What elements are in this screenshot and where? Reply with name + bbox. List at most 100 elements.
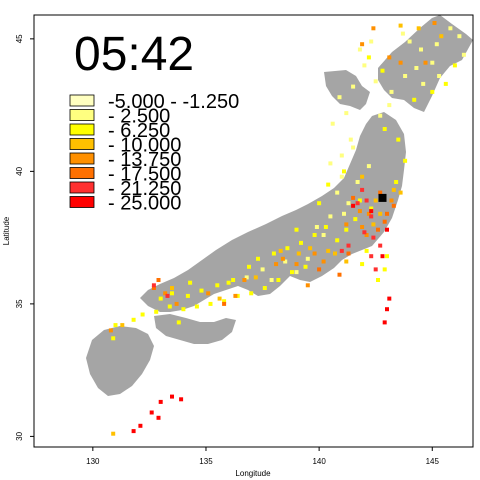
- y-axis-label: Latitude: [2, 216, 11, 245]
- intensity-point: [387, 103, 392, 108]
- legend-label: - 21.250: [108, 178, 181, 200]
- legend: -5.000 - -1.250- 2.500- 6.250- 10.000- 1…: [69, 91, 239, 215]
- intensity-point: [280, 256, 285, 261]
- legend-swatch: [69, 152, 95, 165]
- y-tick-label: 30: [15, 431, 24, 440]
- intensity-point: [421, 81, 426, 86]
- intensity-point: [256, 256, 260, 261]
- intensity-point: [423, 60, 428, 65]
- intensity-point: [231, 278, 236, 282]
- land-region: [154, 314, 236, 344]
- intensity-point: [378, 113, 383, 118]
- intensity-point: [369, 254, 374, 259]
- intensity-point: [328, 161, 333, 166]
- intensity-point: [351, 145, 356, 150]
- intensity-point: [222, 299, 227, 304]
- intensity-point: [194, 304, 199, 309]
- intensity-point: [369, 206, 374, 211]
- intensity-point: [244, 275, 249, 280]
- intensity-point: [222, 301, 227, 306]
- intensity-point: [434, 42, 439, 47]
- intensity-point: [353, 217, 358, 222]
- land-region: [86, 326, 154, 396]
- intensity-point: [398, 23, 403, 28]
- legend-label: - 25.000: [108, 193, 181, 215]
- intensity-point: [283, 259, 288, 264]
- intensity-point: [296, 251, 301, 256]
- intensity-point: [360, 187, 365, 192]
- intensity-point: [380, 254, 385, 259]
- intensity-point: [369, 39, 374, 44]
- intensity-point: [317, 201, 322, 206]
- intensity-point: [174, 301, 179, 306]
- intensity-point: [403, 74, 408, 78]
- intensity-point: [357, 209, 362, 214]
- intensity-point: [226, 280, 231, 285]
- y-tick-label: 45: [15, 34, 24, 43]
- intensity-point: [376, 227, 380, 232]
- intensity-point: [457, 34, 462, 39]
- intensity-point: [253, 275, 258, 280]
- land-region: [140, 112, 406, 312]
- intensity-point: [430, 60, 435, 65]
- intensity-point: [131, 429, 136, 434]
- legend-swatch: [69, 94, 95, 107]
- intensity-point: [285, 246, 290, 251]
- intensity-point: [165, 293, 170, 298]
- intensity-point: [385, 254, 389, 259]
- legend-swatch: [69, 109, 95, 121]
- intensity-point: [364, 233, 369, 237]
- intensity-point: [360, 262, 365, 267]
- intensity-point: [335, 238, 340, 243]
- epicenter-marker: [378, 193, 387, 202]
- intensity-point: [344, 227, 349, 232]
- intensity-point: [156, 415, 161, 420]
- intensity-point: [346, 201, 351, 206]
- intensity-point: [294, 227, 299, 232]
- intensity-point: [321, 233, 326, 237]
- legend-swatch: [69, 196, 95, 208]
- intensity-point: [260, 267, 265, 272]
- intensity-point: [378, 211, 383, 216]
- intensity-point: [342, 211, 346, 216]
- intensity-point: [351, 84, 356, 89]
- intensity-point: [360, 225, 365, 229]
- intensity-point: [366, 211, 371, 216]
- intensity-point: [396, 137, 401, 142]
- intensity-point: [217, 296, 222, 301]
- intensity-point: [382, 267, 387, 272]
- intensity-point: [247, 264, 251, 269]
- intensity-point: [348, 137, 353, 142]
- intensity-point: [170, 394, 174, 399]
- y-tick-label: 40: [15, 166, 24, 175]
- intensity-point: [111, 336, 116, 341]
- intensity-point: [339, 248, 344, 253]
- intensity-point: [185, 293, 190, 298]
- intensity-point: [389, 198, 394, 203]
- intensity-point: [432, 21, 437, 25]
- y-axis: 30 35 40 45: [15, 34, 34, 441]
- intensity-point: [414, 66, 419, 70]
- x-tick-label: 140: [312, 457, 326, 466]
- intensity-point: [382, 219, 387, 224]
- intensity-point: [328, 214, 333, 219]
- intensity-point: [351, 203, 356, 208]
- x-tick-label: 145: [426, 457, 440, 466]
- intensity-point: [337, 95, 342, 100]
- intensity-point: [403, 158, 408, 163]
- intensity-point: [321, 259, 326, 264]
- intensity-point: [262, 286, 267, 290]
- intensity-point: [170, 286, 174, 290]
- intensity-point: [344, 222, 349, 227]
- intensity-point: [371, 26, 376, 31]
- intensity-point: [355, 201, 360, 206]
- intensity-point: [461, 52, 466, 57]
- intensity-point: [364, 198, 369, 203]
- intensity-point: [400, 31, 405, 36]
- intensity-point: [378, 190, 383, 195]
- intensity-point: [369, 209, 374, 214]
- intensity-point: [271, 251, 276, 256]
- legend-label: - 6.250: [108, 120, 170, 142]
- intensity-point: [176, 320, 181, 325]
